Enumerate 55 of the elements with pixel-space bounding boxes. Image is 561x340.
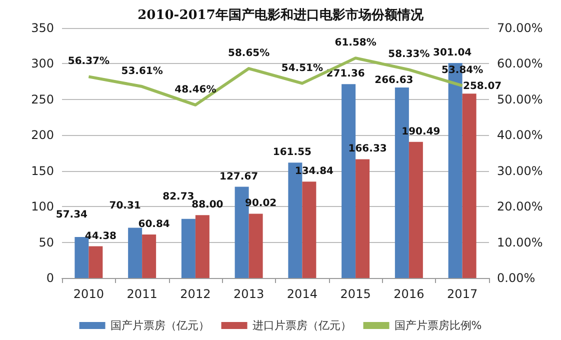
x-tick-label: 2011 [126, 287, 158, 301]
x-tick-label: 2017 [447, 287, 478, 301]
bar [128, 228, 142, 278]
bar [408, 142, 423, 278]
x-tick-label: 2013 [234, 287, 264, 301]
x-tick-label: 2016 [394, 287, 424, 301]
x-tick-label: 2010 [73, 287, 104, 301]
y-tick-label: 100 [31, 200, 54, 214]
y2-tick-label: 20.00% [497, 200, 543, 214]
chart-title: 2010-2017年国产电影和进口电影市场份额情况 [138, 7, 424, 23]
bar [181, 218, 196, 278]
y-tick-label: 0 [46, 271, 54, 285]
data-label: 161.55 [272, 147, 312, 158]
y2-tick-label: 40.00% [497, 128, 543, 142]
bar [462, 94, 476, 278]
data-label: 58.33% [388, 49, 430, 60]
y2-tick-label: 30.00% [497, 164, 543, 178]
y-tick-label: 200 [31, 128, 54, 142]
legend-label: 国产片票房（亿元） [110, 319, 210, 332]
y2-tick-label: 70.00% [497, 21, 543, 35]
data-label: 70.31 [109, 200, 141, 212]
bar [88, 246, 103, 278]
data-label: 61.58% [334, 38, 376, 49]
data-label: 48.46% [174, 84, 216, 96]
legend-label: 国产片票房比例% [394, 319, 482, 332]
data-label: 44.38 [84, 230, 117, 242]
y-tick-label: 250 [31, 92, 54, 106]
data-label: 266.63 [374, 75, 414, 86]
x-tick-label: 2015 [340, 287, 371, 301]
data-label: 127.67 [220, 171, 258, 182]
y-tick-label: 350 [31, 21, 54, 35]
bar [356, 159, 370, 278]
y2-tick-label: 0.00% [497, 271, 536, 285]
bar [142, 234, 156, 278]
legend-label: 进口片票房（亿元） [252, 319, 352, 332]
y-tick-label: 150 [31, 164, 54, 178]
data-label: 57.34 [56, 210, 88, 221]
data-label: 58.65% [228, 48, 270, 60]
y-tick-label: 300 [31, 56, 54, 71]
bar [302, 182, 316, 278]
data-label: 60.84 [138, 219, 170, 230]
data-label: 88.00 [192, 200, 224, 211]
data-label: 56.37% [68, 56, 110, 68]
data-label: 54.51% [281, 62, 324, 74]
data-label: 258.07 [463, 81, 502, 92]
bar [195, 215, 210, 278]
x-tick-label: 2014 [286, 287, 318, 301]
y-tick-label: 50 [38, 235, 54, 250]
y2-tick-label: 50.00% [497, 92, 543, 106]
bar [248, 214, 263, 278]
y2-tick-label: 60.00% [497, 56, 543, 71]
x-tick-label: 2012 [180, 287, 211, 301]
data-label: 53.61% [121, 66, 163, 78]
y2-tick-label: 10.00% [497, 235, 543, 250]
data-label: 301.04 [433, 47, 472, 58]
